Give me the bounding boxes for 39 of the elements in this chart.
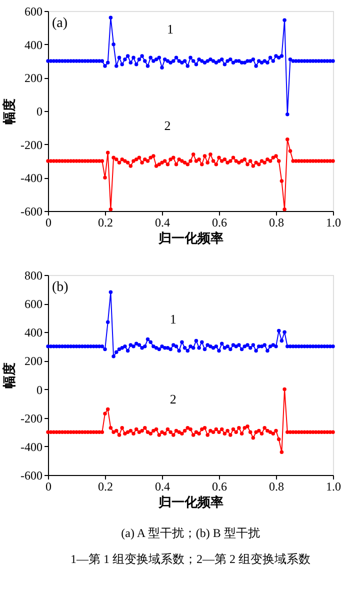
y-tick-label: -400 [20,171,42,186]
x-tick-label: 1.0 [326,216,341,230]
chart-title: (a) [52,16,68,31]
x-tick-label: 0.2 [98,480,113,494]
y-tick-label: -600 [20,468,42,482]
y-tick-label: 0 [36,104,42,118]
y-axis-title: 幅度 [2,362,17,388]
x-tick-label: 0.4 [155,480,170,494]
y-tick-label: 400 [24,38,42,52]
y-axis-title: 幅度 [2,98,17,124]
x-tick-label: 0.2 [98,216,113,230]
x-axis-title: 归一化频率 [158,494,224,510]
x-tick-label: 0 [46,480,52,494]
y-tick-label: 200 [24,354,42,368]
y-tick-label: 400 [24,326,42,340]
x-tick-label: 0.4 [155,216,170,230]
y-tick-label: 0 [36,382,42,397]
x-tick-label: 0.8 [269,216,284,230]
y-tick-label: 600 [24,4,42,18]
y-tick-label: 800 [24,268,42,282]
x-tick-label: 0.6 [212,216,227,230]
y-tick-label: 200 [24,71,42,86]
annotation: 1 [167,21,174,36]
y-tick-label: 600 [24,297,42,312]
x-tick-label: 0.8 [269,480,284,494]
y-tick-label: -600 [20,204,42,218]
x-tick-label: 0.6 [212,480,227,494]
chart-title: (b) [52,280,69,295]
text: 1—第 1 组变换域系数；2—第 2 组变换域系数 [70,552,310,566]
annotation: 2 [164,118,171,133]
text: (a) A 型干扰；(b) B 型干扰 [121,526,260,540]
annotation: 1 [170,311,176,326]
y-tick-label: -200 [20,411,42,426]
y-tick-label: -200 [20,138,42,152]
x-tick-label: 1.0 [326,480,341,494]
y-tick-label: -400 [20,440,42,454]
annotation: 2 [170,391,176,406]
x-axis-title: 归一化频率 [158,230,224,246]
x-tick-label: 0 [46,216,52,230]
